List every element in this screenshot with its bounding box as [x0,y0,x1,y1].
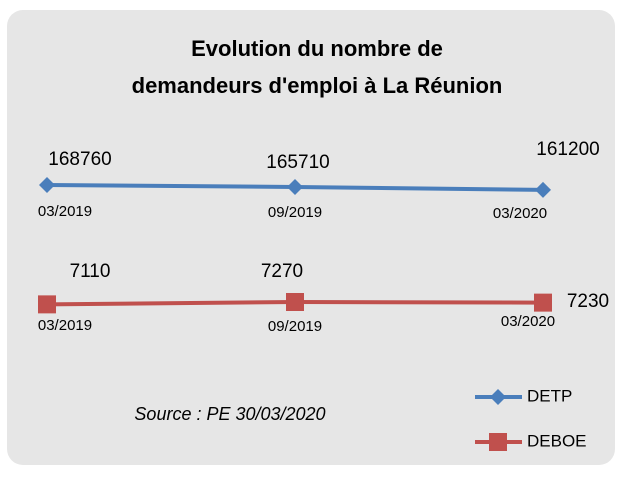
data-label: 161200 [536,139,599,160]
chart-background [7,10,615,465]
data-label: 7270 [261,261,303,282]
data-point [535,181,551,198]
data-label: 7230 [567,291,609,312]
point-category-label: 09/2019 [268,318,322,335]
data-point [534,293,552,312]
data-point [38,295,56,314]
legend-label: DEBOE [527,431,587,450]
point-category-label: 03/2019 [38,317,92,334]
legend-label: DETP [527,386,572,405]
point-category-label: 03/2019 [38,203,92,220]
data-label: 165710 [266,152,329,173]
data-label: 7110 [70,261,111,282]
legend-marker [490,389,506,405]
point-category-label: 03/2020 [493,205,547,222]
data-point [286,293,304,311]
data-point [39,177,55,193]
legend-marker [489,433,507,451]
chart-title: demandeurs d'emploi à La Réunion [132,73,503,98]
data-label: 168760 [48,149,111,170]
annotation: Source : PE 30/03/2020 [134,404,325,424]
point-category-label: 09/2019 [268,204,322,221]
chart-title: Evolution du nombre de [191,36,443,61]
point-category-label: 03/2020 [501,313,555,330]
data-point [287,178,303,195]
